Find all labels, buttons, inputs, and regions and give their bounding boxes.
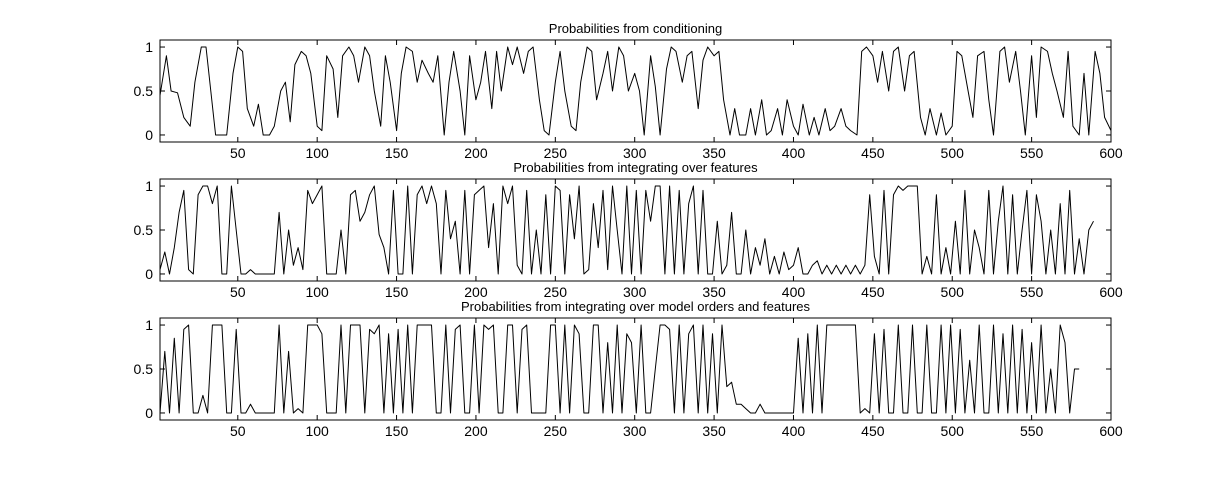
- subplot-title: Probabilities from integrating over feat…: [513, 160, 758, 175]
- x-tick-label: 350: [702, 145, 726, 161]
- probability-line: [159, 46, 1112, 136]
- y-tick-label: 1: [145, 317, 153, 333]
- x-tick-label: 300: [623, 284, 647, 300]
- x-tick-label: 200: [464, 423, 488, 439]
- x-tick-label: 550: [1020, 423, 1044, 439]
- x-tick-label: 400: [782, 145, 806, 161]
- x-tick-label: 400: [782, 423, 806, 439]
- subplot-1: Probabilities from conditioning 50 100 150…: [134, 21, 1123, 161]
- x-tick-label: 250: [544, 423, 568, 439]
- y-tick-label: 1: [145, 178, 153, 194]
- x-tick-label: 150: [385, 284, 409, 300]
- y-tick-label: 0.5: [134, 222, 154, 238]
- x-tick-label: 450: [861, 284, 885, 300]
- y-tick-label: 0.5: [134, 361, 154, 377]
- y-tick-label: 0: [145, 266, 153, 282]
- x-tick-label: 500: [941, 145, 965, 161]
- subplot-3: Probabilities from integrating over mode…: [134, 299, 1123, 439]
- x-tick-label: 100: [305, 423, 329, 439]
- x-tick-label: 250: [544, 284, 568, 300]
- x-tick-label: 200: [464, 145, 488, 161]
- x-tick-label: 50: [230, 284, 246, 300]
- x-tick-label: 300: [623, 145, 647, 161]
- y-tick-label: 0: [145, 405, 153, 421]
- subplot-title: Probabilities from conditioning: [549, 21, 722, 36]
- x-tick-label: 350: [702, 423, 726, 439]
- x-tick-label: 350: [702, 284, 726, 300]
- x-tick-label: 550: [1020, 284, 1044, 300]
- y-tick-label: 1: [145, 39, 153, 55]
- x-tick-label: 150: [385, 423, 409, 439]
- x-tick-label: 600: [1099, 423, 1123, 439]
- x-tick-label: 550: [1020, 145, 1044, 161]
- x-tick-label: 600: [1099, 284, 1123, 300]
- y-tick-label: 0.5: [134, 83, 154, 99]
- x-tick-label: 50: [230, 145, 246, 161]
- x-tick-label: 200: [464, 284, 488, 300]
- x-tick-label: 400: [782, 284, 806, 300]
- x-tick-label: 450: [861, 423, 885, 439]
- x-tick-label: 100: [305, 145, 329, 161]
- x-tick-label: 500: [941, 284, 965, 300]
- x-tick-label: 50: [230, 423, 246, 439]
- x-tick-label: 150: [385, 145, 409, 161]
- subplot-title: Probabilities from integrating over mode…: [461, 299, 811, 314]
- x-tick-label: 300: [623, 423, 647, 439]
- y-tick-label: 0: [145, 127, 153, 143]
- x-tick-label: 250: [544, 145, 568, 161]
- x-tick-label: 450: [861, 145, 885, 161]
- probability-line: [159, 324, 1080, 414]
- x-tick-label: 500: [941, 423, 965, 439]
- x-tick-label: 600: [1099, 145, 1123, 161]
- x-tick-label: 100: [305, 284, 329, 300]
- subplot-2: Probabilities from integrating over feat…: [134, 160, 1123, 300]
- probability-line: [159, 185, 1094, 275]
